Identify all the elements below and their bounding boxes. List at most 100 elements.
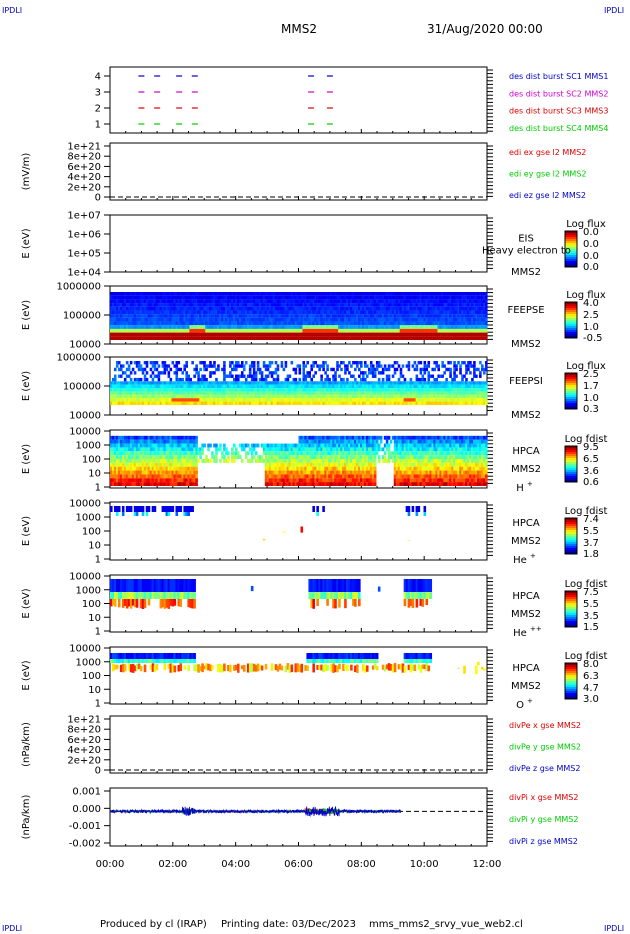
feepsi-cell — [455, 388, 458, 392]
feepse-cell — [135, 299, 139, 304]
feepse-cell — [288, 292, 292, 296]
feepse-cell — [268, 328, 272, 333]
feepse-cell — [179, 325, 183, 329]
feepse-cell — [457, 310, 460, 315]
feepsi-cell — [457, 381, 460, 385]
feepse-cell — [328, 310, 331, 315]
feepsi-cell — [375, 394, 379, 399]
feepse-cell — [169, 317, 173, 322]
hpca_h-cell — [127, 439, 131, 444]
feepsi-cell — [385, 388, 389, 392]
feepse-cell — [379, 292, 383, 296]
feepsi-cell — [153, 381, 157, 385]
feepse-cell — [157, 317, 161, 322]
feepse-cell — [181, 303, 185, 307]
feepsi-cell — [258, 391, 262, 395]
feepse-cell — [360, 314, 363, 318]
feepse-cell — [461, 292, 464, 296]
feepse-cell — [407, 295, 411, 300]
feepsi-cell — [451, 377, 454, 382]
feepsi-cell — [465, 384, 468, 389]
feepse-cell — [225, 317, 228, 322]
hpca_h-colorbar-cell — [565, 464, 577, 467]
feepsi-cell — [429, 398, 433, 402]
feepsi-cell — [161, 401, 165, 405]
feepse-cell — [429, 306, 433, 311]
eis-instrument-label: EIS — [518, 234, 534, 245]
feepse-cell — [151, 303, 155, 307]
feepse-cell — [193, 317, 196, 322]
feepse-cell — [296, 321, 300, 326]
feepsi-cell — [258, 388, 262, 392]
feepse-cell — [111, 332, 115, 337]
feepse-cell — [379, 321, 383, 326]
feepsi-cell — [137, 361, 141, 365]
feepse-cell — [340, 306, 343, 311]
feepsi-cell — [395, 384, 399, 389]
feepsi-cell — [161, 364, 165, 368]
feepsi-cell — [423, 377, 427, 382]
hpca_h-cell — [141, 435, 145, 440]
feepse-cell — [417, 321, 421, 326]
feepsi-cell — [199, 367, 202, 372]
feepsi-cell — [330, 381, 333, 385]
feepse-cell — [304, 303, 308, 307]
feepsi-cell — [121, 371, 125, 375]
feepse-cell — [318, 310, 321, 315]
feepsi-cell — [423, 398, 427, 402]
feepsi-cell — [346, 394, 349, 399]
feepse-cell — [235, 306, 238, 311]
feepsi-cell — [223, 371, 226, 375]
feepse-cell — [260, 332, 264, 337]
feepsi-cell — [441, 388, 444, 392]
eis-colorbar-frame — [564, 230, 578, 268]
feepsi-cell — [461, 361, 464, 365]
feepse-cell — [358, 310, 361, 315]
feepse-cell — [147, 306, 151, 311]
feepse-cell — [475, 295, 478, 300]
feepse-cell — [191, 317, 194, 322]
feepse-cell — [143, 292, 147, 296]
feepse-cell — [483, 317, 486, 322]
feepse-cell — [360, 292, 363, 296]
feepse-cell — [258, 295, 262, 300]
feepse-cell — [320, 332, 323, 337]
feepse-cell — [296, 306, 300, 311]
feepsi-cell — [199, 394, 202, 399]
feepse-cell — [151, 325, 155, 329]
feepse-cell — [332, 303, 335, 307]
feepsi-cell — [207, 364, 210, 368]
feepse-cell — [183, 303, 186, 307]
feepsi-cell — [272, 381, 276, 385]
feepse-cell — [304, 325, 308, 329]
feepsi-cell — [361, 371, 365, 375]
feepsi-cell — [425, 367, 429, 372]
feepse-cell — [383, 303, 387, 307]
feepse-cell — [215, 328, 218, 333]
feepsi-cell — [191, 398, 194, 402]
feepsi-cell — [447, 394, 450, 399]
feepsi-cell — [179, 401, 183, 405]
feepse-cell — [451, 332, 454, 337]
feepse-cell — [471, 317, 474, 322]
feepsi-cell — [413, 361, 417, 365]
feepsi-cell — [393, 398, 397, 402]
feepse-cell — [155, 292, 159, 296]
feepse-cell — [344, 321, 347, 326]
feepse-cell — [205, 317, 208, 322]
feepse-cell — [411, 317, 415, 322]
feepse-cell — [342, 303, 345, 307]
feepse-cell — [371, 321, 375, 326]
feepsi-cell — [328, 398, 331, 402]
feepsi-cell — [409, 398, 413, 402]
feepse-cell — [250, 310, 254, 315]
hpca_h-cell — [141, 439, 145, 444]
feepsi-cell — [469, 398, 472, 402]
feepsi-cell — [227, 381, 230, 385]
feepse-cell — [332, 306, 335, 311]
hpca_h-cell — [135, 474, 139, 479]
feepse-cell — [169, 321, 173, 326]
feepse-cell — [433, 295, 437, 300]
feepsi-cell — [240, 381, 244, 385]
feepse-cell — [479, 317, 482, 322]
